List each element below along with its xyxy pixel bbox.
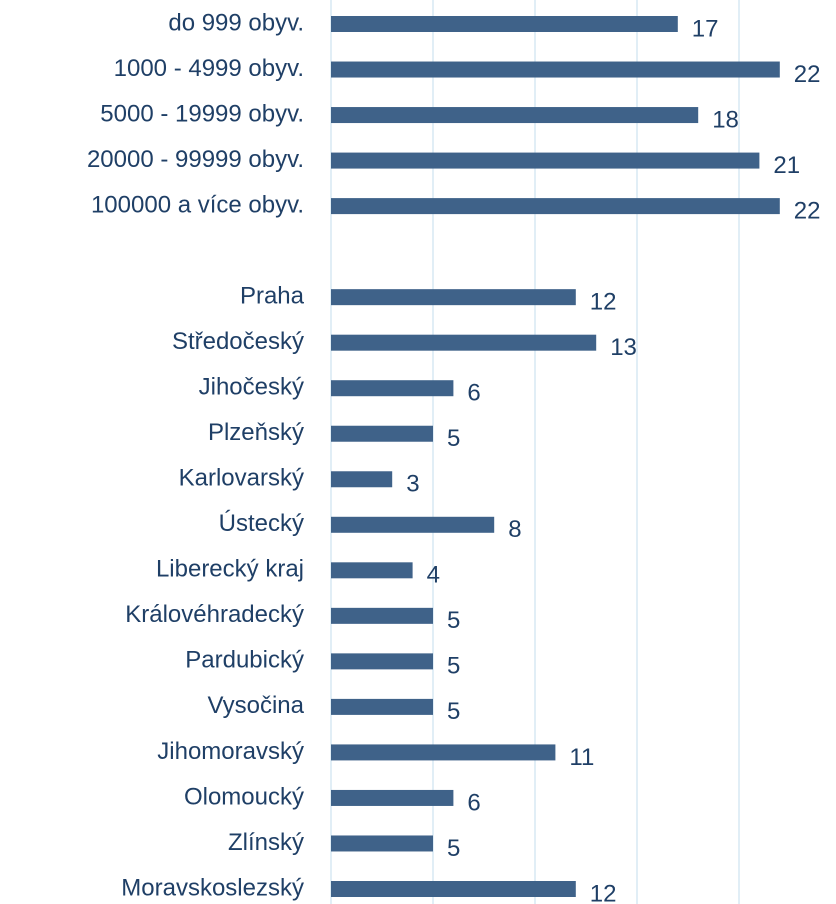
y-tick-label: 20000 - 99999 obyv. <box>87 146 304 173</box>
value-label: 6 <box>467 380 480 407</box>
value-label: 5 <box>447 607 460 634</box>
bar <box>331 698 433 715</box>
y-tick-label: Moravskoslezský <box>121 874 304 901</box>
value-label: 8 <box>508 516 521 543</box>
value-label: 5 <box>447 425 460 452</box>
bar <box>331 16 678 32</box>
y-tick-label: Zlínský <box>228 829 304 856</box>
bar <box>331 425 433 442</box>
y-tick-label: Jihomoravský <box>157 738 304 765</box>
value-label: 11 <box>569 744 594 771</box>
value-label: 3 <box>406 471 419 498</box>
bar <box>331 471 393 488</box>
bar <box>331 607 433 624</box>
y-tick-label: Plzeňský <box>208 419 304 446</box>
y-tick-label: Ústecký <box>219 510 304 537</box>
y-tick-label: Středočeský <box>172 328 304 355</box>
y-tick-label: Královéhradecký <box>125 601 304 628</box>
y-tick-label: Pardubický <box>185 647 304 674</box>
bar <box>331 380 454 397</box>
value-label: 5 <box>447 653 460 680</box>
bar <box>331 653 433 670</box>
bar <box>331 61 780 78</box>
y-tick-label: do 999 obyv. <box>168 9 304 36</box>
y-tick-label: Karlovarský <box>179 465 304 492</box>
value-label: 13 <box>610 334 637 361</box>
bar <box>331 334 597 351</box>
value-label: 6 <box>467 789 480 816</box>
y-tick-label: 1000 - 4999 obyv. <box>114 55 304 82</box>
value-label: 21 <box>773 152 800 179</box>
value-label: 22 <box>794 197 821 224</box>
bar <box>331 516 495 533</box>
bar <box>331 881 576 897</box>
bar <box>331 107 699 124</box>
value-label: 18 <box>712 106 739 133</box>
value-label: 17 <box>692 15 719 42</box>
y-tick-label: 100000 a více obyv. <box>91 191 304 218</box>
value-label: 5 <box>447 698 460 725</box>
y-tick-label: Olomoucký <box>184 783 304 810</box>
y-tick-label: 5000 - 19999 obyv. <box>100 100 304 127</box>
bar <box>331 198 780 215</box>
bar <box>331 835 433 852</box>
y-tick-label: Vysočina <box>208 692 305 719</box>
bar <box>331 789 454 806</box>
value-label: 12 <box>590 880 617 904</box>
y-tick-label: Liberecký kraj <box>156 556 304 583</box>
bar <box>331 744 556 761</box>
bar <box>331 152 760 169</box>
value-label: 22 <box>794 61 821 88</box>
value-label: 12 <box>590 289 617 316</box>
bar <box>331 289 576 306</box>
bar <box>331 562 413 579</box>
y-tick-label: Praha <box>240 283 305 310</box>
value-label: 4 <box>427 562 440 589</box>
value-label: 5 <box>447 835 460 862</box>
y-tick-label: Jihočeský <box>199 374 304 401</box>
